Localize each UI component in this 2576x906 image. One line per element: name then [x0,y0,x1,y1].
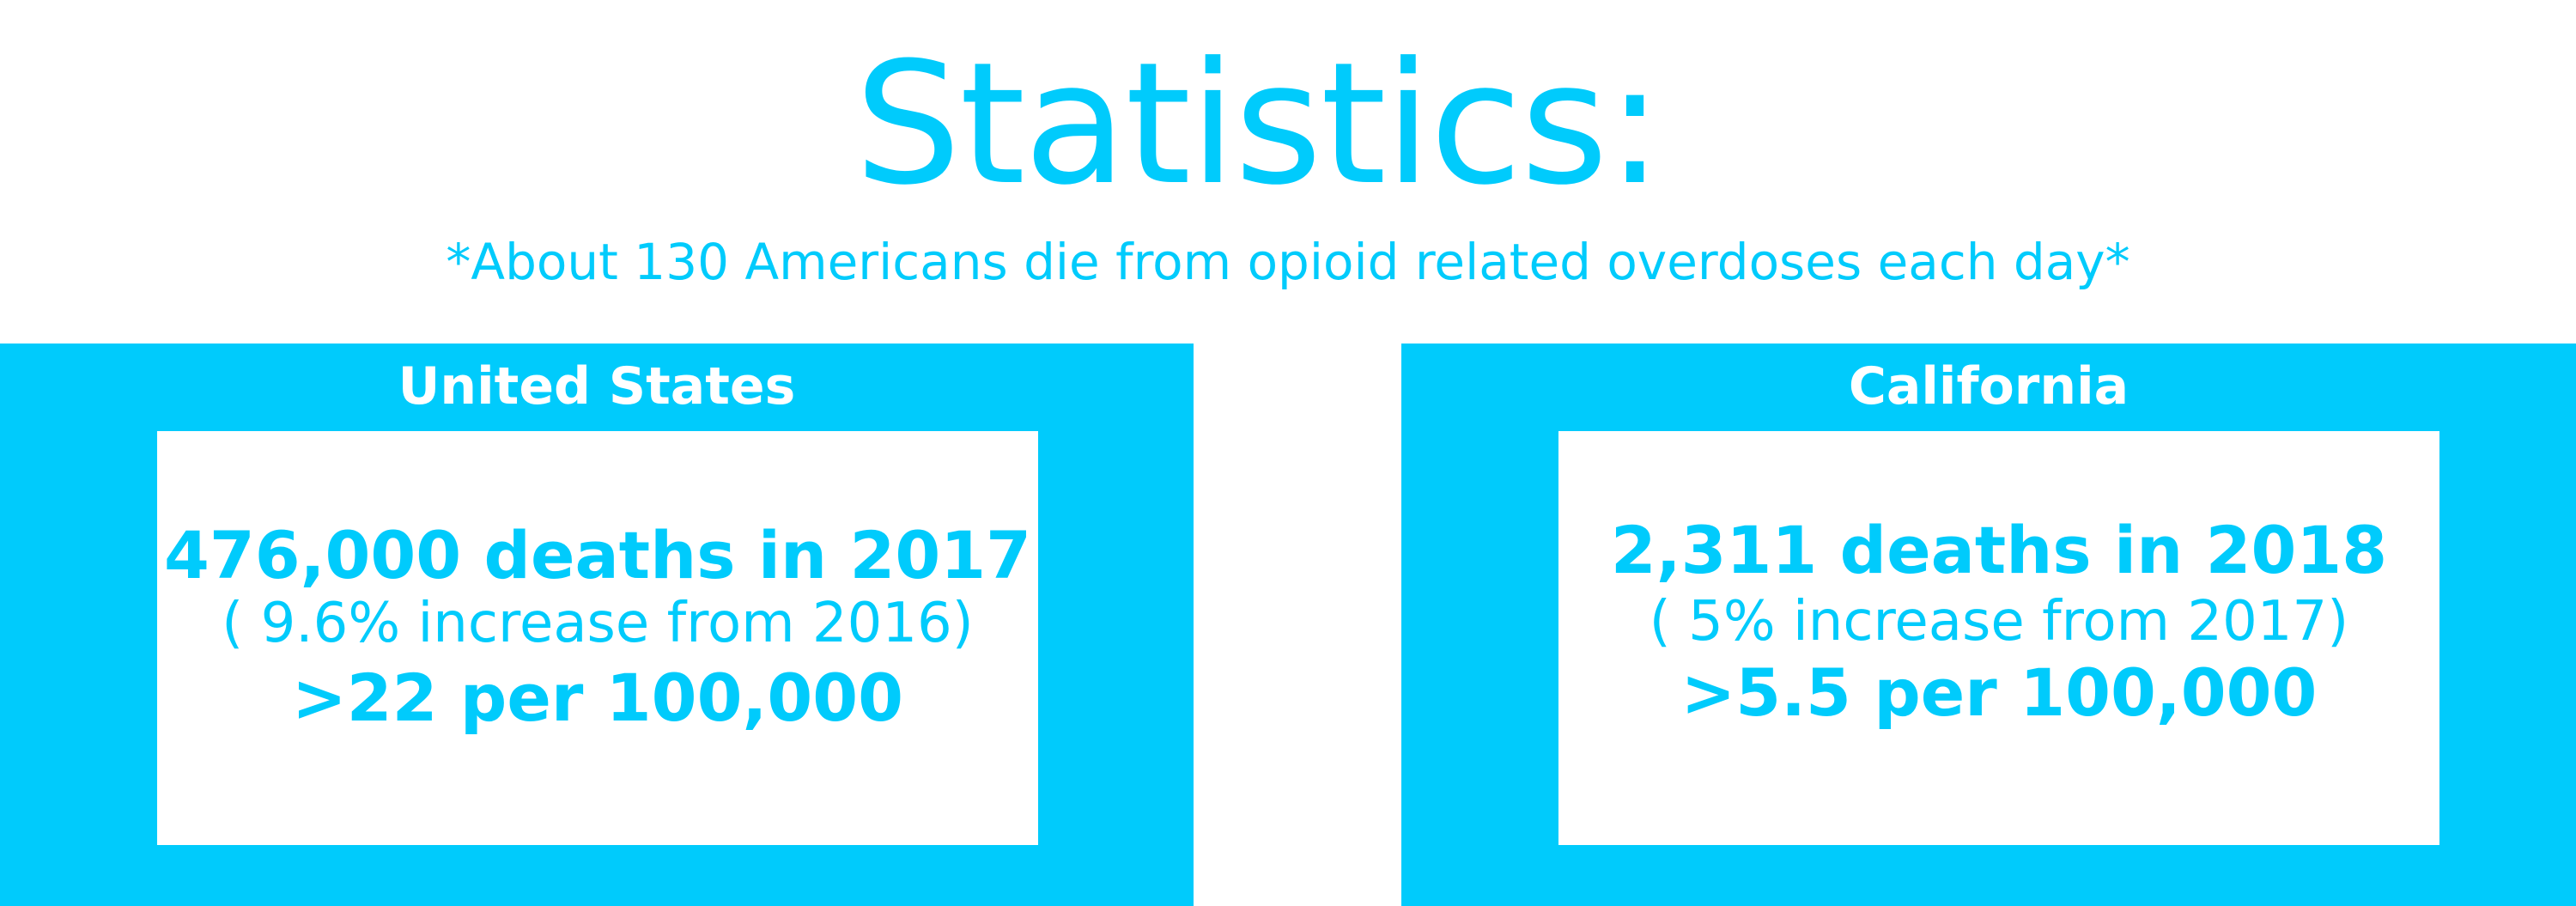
panel-california: California 2,311 deaths in 2018 ( 5% inc… [1401,344,2576,906]
panel-united-states: United States 476,000 deaths in 2017 ( 9… [0,344,1194,906]
page-subtitle: *About 130 Americans die from opioid rel… [446,233,2130,291]
panel-heading-california: California [1848,356,2129,417]
deaths-stat: 2,311 deaths in 2018 [1610,512,2388,588]
panel-heading-united-states: United States [398,356,796,417]
rate-stat: >22 per 100,000 [292,660,903,736]
stat-card-united-states: 476,000 deaths in 2017 ( 9.6% increase f… [157,431,1038,845]
rate-stat: >5.5 per 100,000 [1680,654,2318,731]
increase-stat: ( 9.6% increase from 2016) [222,592,974,655]
stat-card-california: 2,311 deaths in 2018 ( 5% increase from … [1558,431,2439,845]
deaths-stat: 476,000 deaths in 2017 [163,517,1032,593]
page-title: Statistics: [854,27,1663,222]
increase-stat: ( 5% increase from 2017) [1649,590,2349,654]
